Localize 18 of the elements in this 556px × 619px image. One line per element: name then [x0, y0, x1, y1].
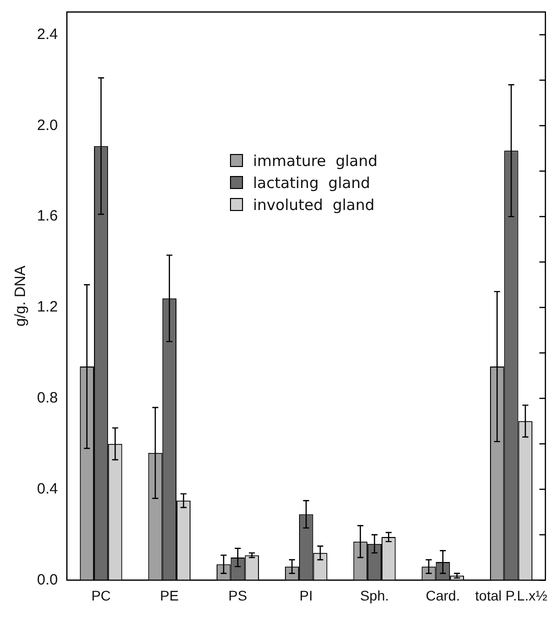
- y-axis-title: g/g. DNA: [12, 266, 30, 327]
- x-tick-label: Card.: [426, 587, 460, 604]
- x-tick-label: PC: [91, 587, 111, 604]
- x-tick-label: Sph.: [360, 587, 389, 604]
- y-tick-label: 0.0: [36, 571, 58, 588]
- y-tick-label: 1.6: [36, 208, 58, 225]
- legend-label: involuted gland: [253, 196, 374, 214]
- x-tick-label: PI: [300, 587, 313, 604]
- x-tick-label: total P.L.x½: [475, 587, 548, 604]
- y-tick-label: 1.2: [36, 298, 58, 316]
- x-tick-label: PS: [228, 587, 248, 604]
- y-tick-label: 0.4: [36, 480, 58, 498]
- y-tick-label: 2.0: [36, 116, 58, 134]
- y-tick-label: 2.4: [36, 26, 58, 43]
- y-tick-label: 0.8: [36, 390, 58, 407]
- x-tick-label: PE: [160, 587, 179, 604]
- legend-label: immature gland: [253, 152, 378, 170]
- legend-label: lactating gland: [253, 174, 370, 192]
